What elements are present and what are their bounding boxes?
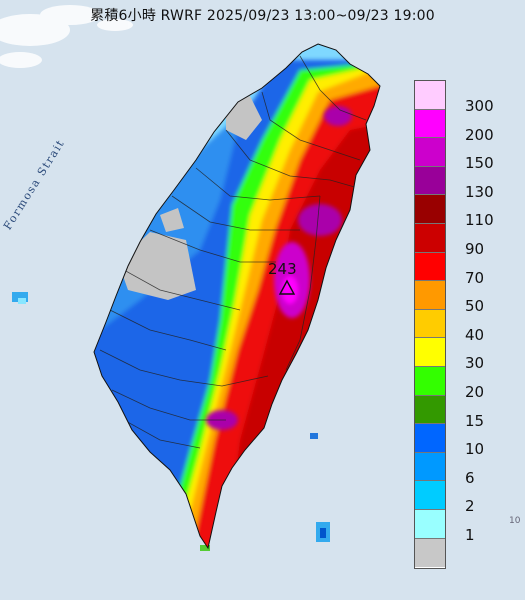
legend-label: 90 (465, 240, 485, 258)
peak-value: 243 (268, 260, 297, 278)
legend-label: 6 (465, 468, 475, 487)
legend-label: 70 (465, 268, 485, 287)
legend-label: 150 (465, 154, 494, 173)
legend-swatches (414, 80, 446, 569)
sea-rain-patches (12, 292, 330, 551)
legend-swatch (415, 252, 445, 282)
legend-swatch (415, 223, 445, 253)
legend-label: 200 (465, 125, 494, 144)
map-title: 累積6小時 RWRF 2025/09/23 13:00~09/23 19:00 (90, 8, 435, 24)
legend-label: 2 (465, 497, 475, 516)
corner-text: 10 (509, 516, 521, 526)
peak-triangle-icon (278, 279, 296, 295)
legend-swatch (415, 481, 445, 510)
legend-swatch (415, 281, 445, 310)
legend-label: 30 (465, 354, 485, 373)
legend-label: 110 (465, 211, 494, 230)
legend-swatch (415, 109, 445, 139)
legend-swatch (415, 195, 445, 224)
legend-swatch (415, 81, 445, 110)
legend-label: 300 (465, 97, 494, 115)
legend-swatch (415, 424, 445, 453)
legend-label: 1 (465, 526, 475, 544)
legend-swatch (415, 138, 445, 167)
legend-swatch (415, 509, 445, 539)
legend-label: 40 (465, 325, 485, 344)
legend-swatch (415, 452, 445, 482)
legend-swatch (415, 366, 445, 396)
legend-swatch (415, 538, 445, 568)
legend-swatch (415, 395, 445, 425)
legend-swatch (415, 166, 445, 196)
legend-label: 15 (465, 411, 485, 430)
cloud-patches (0, 5, 133, 68)
legend-swatch (415, 309, 445, 339)
legend-label: 130 (465, 182, 494, 201)
island-outline (93, 43, 381, 550)
legend-label: 50 (465, 297, 485, 316)
legend-label: 20 (465, 383, 485, 401)
legend-label: 10 (465, 440, 485, 459)
legend-swatch (415, 338, 445, 367)
